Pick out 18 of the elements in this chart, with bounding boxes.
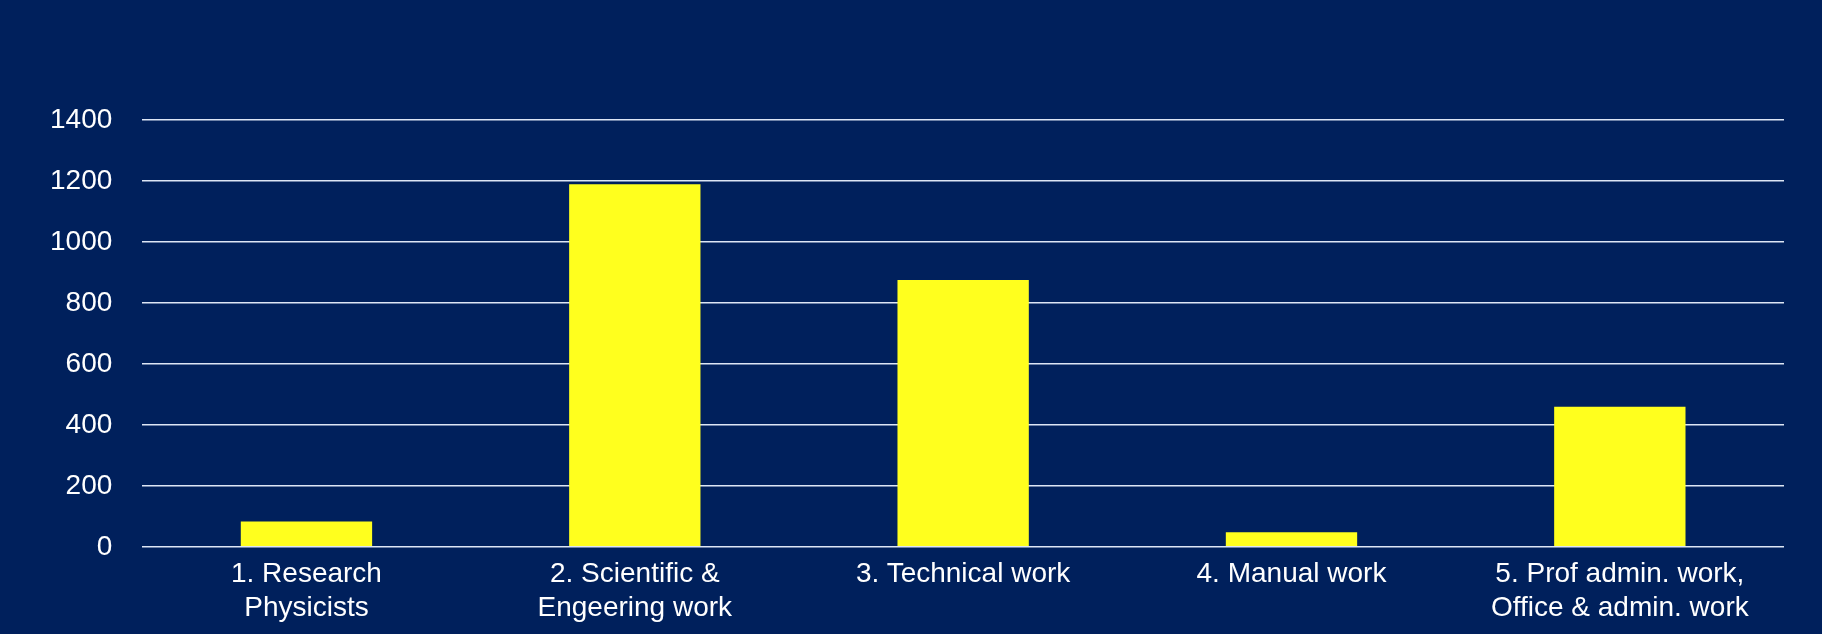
- y-tick-label: 1200: [49, 163, 113, 195]
- y-tick-label: 1400: [49, 102, 113, 134]
- y-tick-label: 200: [65, 468, 113, 500]
- y-tick-label: 0: [96, 529, 113, 561]
- x-tick-label: 1. Research Physicists: [230, 557, 382, 622]
- bar: [897, 280, 1029, 547]
- x-tick-label: 4. Manual work: [1196, 557, 1388, 589]
- bar: [569, 184, 701, 547]
- x-tick-label: 5. Prof admin. work, Office & admin. work: [1490, 557, 1750, 622]
- y-tick-label: 800: [65, 285, 113, 317]
- y-tick-label: 1000: [49, 224, 113, 256]
- bar: [240, 521, 373, 547]
- bar: [1554, 406, 1686, 547]
- bar: [1225, 532, 1358, 547]
- y-tick-label: 600: [65, 346, 113, 378]
- x-tick-label: 3. Technical work: [856, 557, 1072, 589]
- y-tick-label: 400: [65, 407, 113, 439]
- x-tick-label: 2. Scientific & Engeering work: [537, 557, 734, 622]
